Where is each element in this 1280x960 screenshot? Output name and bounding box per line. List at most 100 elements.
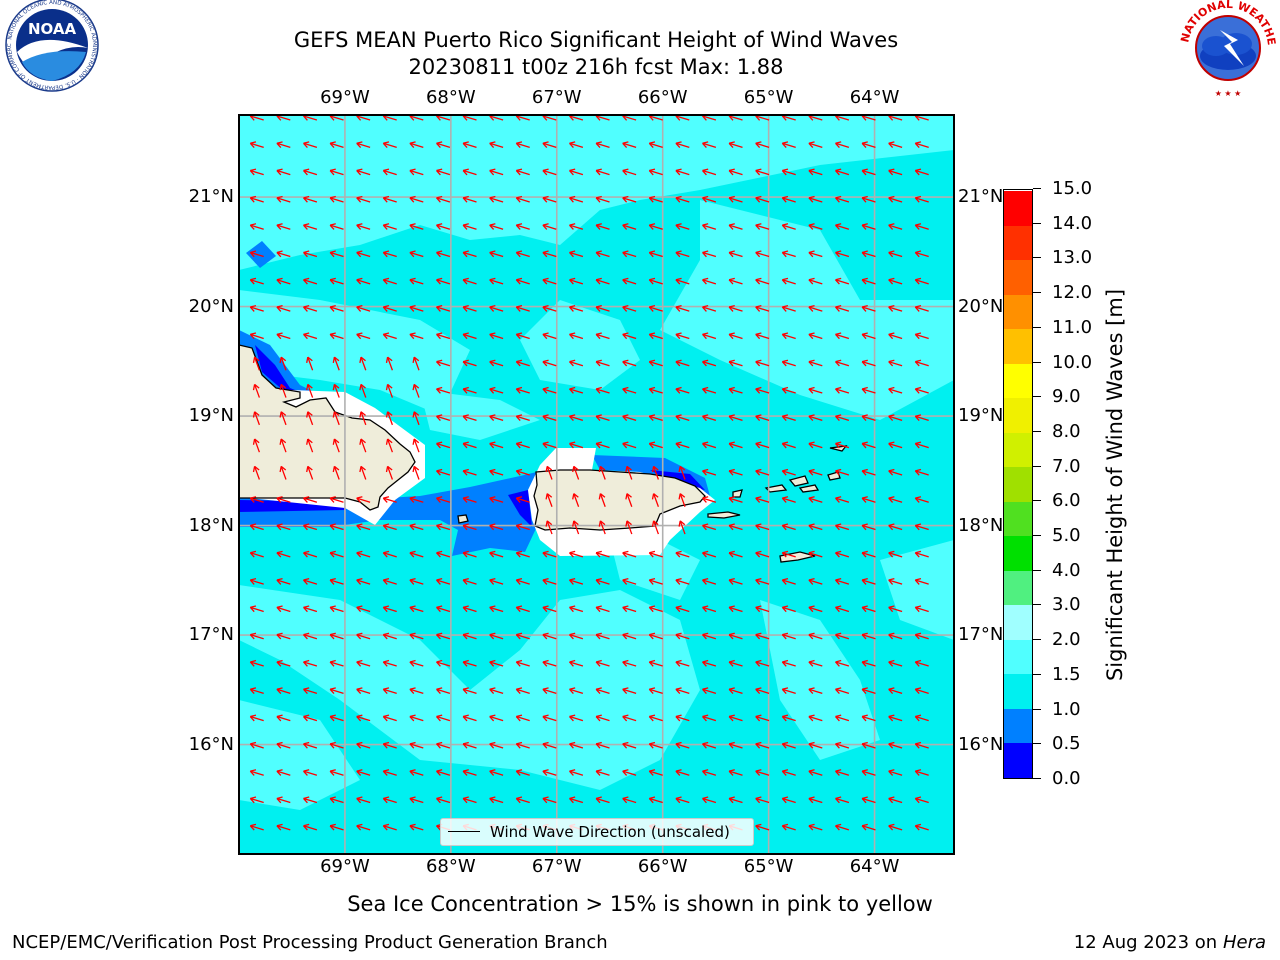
footer-credit: NCEP/EMC/Verification Post Processing Pr… [12, 932, 608, 953]
wave-direction-arrow [595, 386, 610, 394]
wave-direction-arrow [888, 632, 903, 640]
wave-direction-arrow [489, 168, 504, 176]
wave-direction-arrow [755, 223, 770, 230]
wave-direction-arrow [276, 523, 291, 531]
wave-direction-arrow [462, 578, 477, 585]
wave-direction-arrow [781, 659, 796, 667]
wave-direction-arrow [702, 714, 717, 722]
wave-direction-arrow [382, 195, 397, 203]
wave-direction-arrow [489, 141, 504, 149]
wave-direction-arrow [595, 714, 610, 722]
wave-direction-arrow [356, 332, 371, 340]
wave-direction-arrow [914, 414, 929, 422]
wave-direction-arrow [702, 741, 717, 749]
wave-direction-arrow [489, 496, 504, 503]
wave-direction-arrow [861, 468, 876, 476]
wave-direction-arrow [276, 823, 291, 831]
colorbar-tick-label: 6.0 [1052, 490, 1081, 512]
wave-direction-arrow [249, 332, 264, 340]
wave-direction-arrow [329, 796, 344, 804]
wave-direction-arrow [781, 769, 796, 776]
wave-direction-arrow [835, 796, 850, 804]
wave-direction-arrow [382, 687, 397, 695]
wave-direction-arrow [888, 687, 903, 695]
colorbar-tick [1033, 430, 1041, 432]
wave-direction-arrow [489, 305, 504, 312]
wave-direction-arrow [622, 741, 637, 749]
lon-label-bottom: 67°W [531, 856, 582, 877]
map-frame [238, 114, 955, 855]
wave-direction-arrow [835, 468, 850, 476]
wave-direction-arrow [409, 578, 424, 585]
wave-direction-arrow [728, 550, 743, 558]
wave-direction-arrow [515, 550, 530, 558]
wave-direction-arrow [728, 659, 743, 667]
wave-direction-arrow [914, 359, 929, 367]
culebra [732, 489, 743, 498]
wave-direction-arrow [914, 741, 929, 749]
wave-direction-arrow [462, 168, 477, 176]
wave-direction-arrow [861, 687, 876, 695]
wave-direction-arrow [808, 550, 823, 558]
wave-direction-arrow [409, 823, 424, 831]
wave-direction-arrow [303, 578, 318, 585]
wave-direction-arrow [572, 465, 580, 480]
wave-direction-arrow [382, 714, 397, 722]
wave-direction-arrow [702, 796, 717, 804]
wave-direction-arrow [835, 741, 850, 749]
wave-direction-arrow [276, 578, 291, 585]
wave-direction-arrow [359, 465, 367, 480]
wave-direction-arrow [888, 659, 903, 667]
wave-direction-arrow [489, 659, 504, 667]
wave-direction-arrow [462, 523, 477, 531]
wave-direction-arrow [489, 796, 504, 804]
wave-direction-arrow [622, 550, 637, 558]
colorbar-tick-label: 13.0 [1052, 247, 1093, 269]
wave-direction-arrow [382, 223, 397, 230]
wave-direction-arrow [702, 523, 717, 531]
wave-direction-arrow [356, 250, 371, 258]
colorbar-tick-label: 1.0 [1052, 698, 1081, 720]
wave-direction-arrow [781, 277, 796, 285]
lat-label-right: 19°N [958, 406, 1002, 427]
wave-direction-arrow [542, 277, 557, 285]
wave-direction-arrow [356, 659, 371, 667]
wave-direction-arrow [914, 659, 929, 667]
wave-direction-arrow [781, 386, 796, 394]
wave-direction-arrow [595, 223, 610, 230]
wave-direction-arrow [356, 823, 371, 831]
wave-direction-arrow [489, 632, 504, 640]
wave-direction-arrow [515, 741, 530, 749]
colorbar-segment [1004, 294, 1032, 330]
wave-direction-arrow [329, 223, 344, 230]
wave-direction-arrow [808, 441, 823, 449]
wave-direction-arrow [356, 195, 371, 203]
legend-line-swatch [448, 831, 480, 832]
wave-direction-arrow [515, 195, 530, 203]
wave-direction-arrow [489, 359, 504, 367]
wave-direction-arrow [249, 223, 264, 230]
wave-direction-arrow [303, 250, 318, 258]
wave-direction-arrow [303, 223, 318, 230]
colorbar-tick [1033, 222, 1041, 224]
wave-direction-arrow [622, 195, 637, 203]
map-plot-area [239, 115, 954, 854]
wave-direction-arrow [755, 195, 770, 203]
wave-direction-arrow [462, 741, 477, 749]
wave-direction-arrow [702, 550, 717, 558]
wave-direction-arrow [382, 141, 397, 149]
wave-direction-arrow [675, 168, 690, 176]
wave-direction-arrow [678, 493, 686, 508]
wave-direction-arrow [515, 632, 530, 640]
wave-direction-arrow [382, 823, 397, 831]
wave-direction-arrow [489, 714, 504, 722]
wave-direction-arrow [861, 823, 876, 831]
wave-direction-arrow [781, 195, 796, 203]
wave-direction-arrow [359, 411, 367, 426]
wave-direction-arrow [303, 168, 318, 176]
wave-direction-arrow [385, 411, 394, 426]
wave-direction-arrow [781, 632, 796, 640]
wave-direction-arrow [678, 520, 686, 535]
wave-direction-arrow [385, 356, 394, 371]
wave-direction-arrow [888, 277, 903, 285]
